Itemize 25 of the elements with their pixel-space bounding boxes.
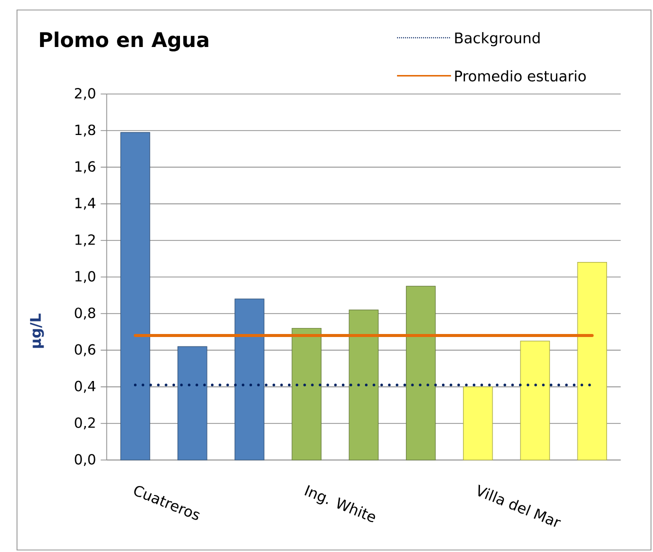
x-tick-label: Villa del Mar (478, 484, 561, 527)
chart-title: Plomo en Agua (40, 32, 208, 52)
bar (463, 386, 493, 460)
y-tick-label: 1,0 (75, 270, 96, 284)
y-tick-label: 1,4 (75, 198, 96, 210)
bar (292, 328, 322, 460)
y-tick-label: 1,2 (75, 234, 95, 246)
y-tick-label: 0,4 (74, 380, 96, 393)
y-tick-label: 0,6 (74, 344, 96, 356)
y-tick-label: 0,8 (74, 308, 96, 320)
y-tick-label: 0,2 (74, 417, 95, 430)
y-tick-label: 1,6 (75, 161, 96, 174)
bar (178, 346, 208, 460)
legend-label: Promedio estuario (455, 70, 586, 82)
bar (520, 340, 550, 460)
bar (120, 132, 150, 460)
bar (577, 262, 608, 460)
bar (348, 310, 379, 460)
bar (234, 298, 264, 460)
legend-label: Background (455, 32, 540, 46)
y-tick-label: 0,0 (74, 454, 96, 466)
y-tick-label: 1,8 (75, 124, 96, 137)
bar (406, 286, 436, 460)
y-tick-label: 2,0 (74, 88, 96, 100)
y-axis-title: µg/L (30, 314, 44, 348)
